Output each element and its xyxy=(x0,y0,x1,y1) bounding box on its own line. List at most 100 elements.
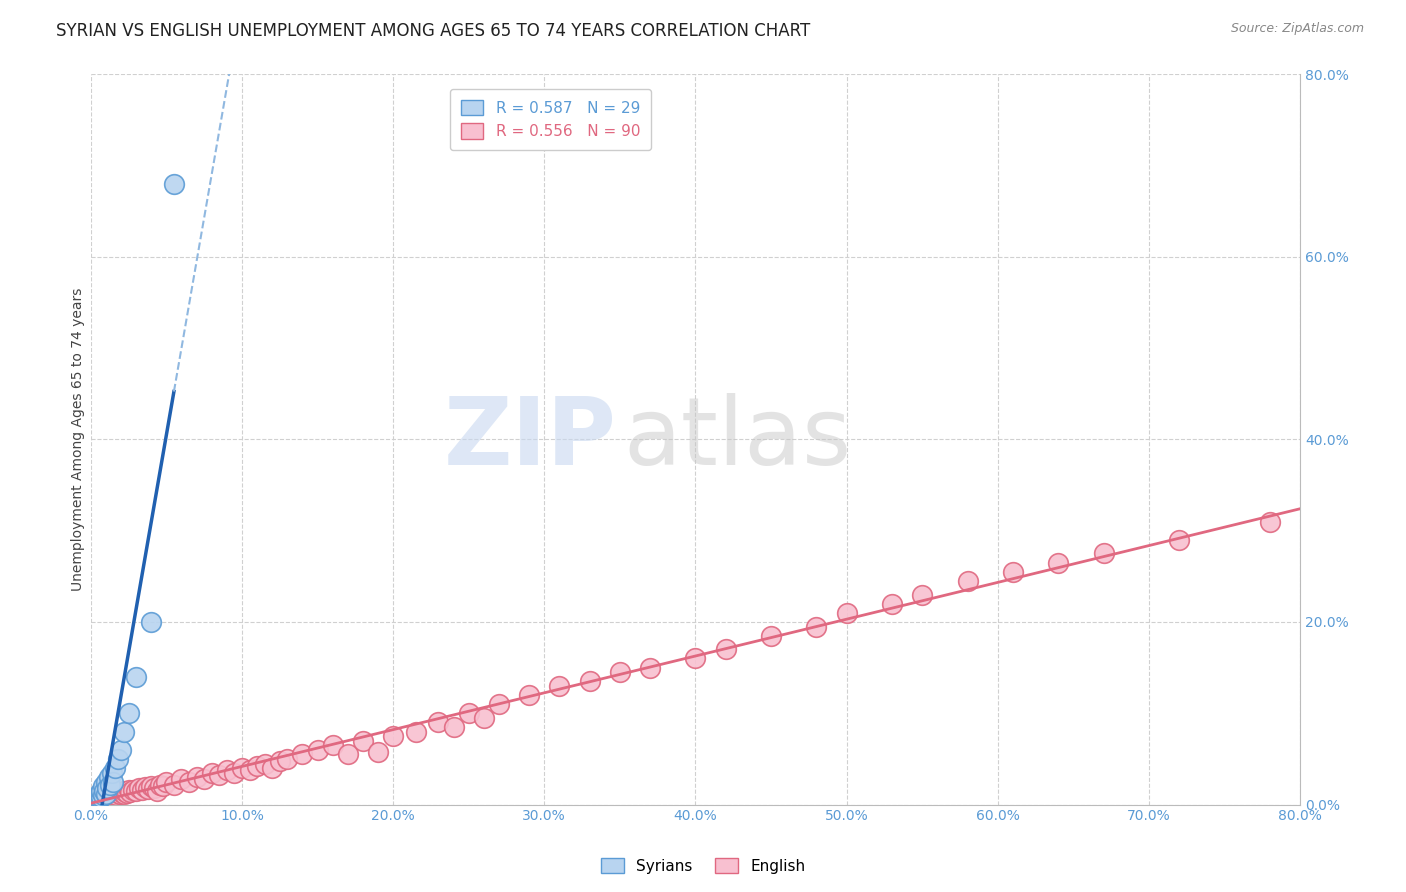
Point xyxy=(307,743,329,757)
Point xyxy=(94,789,117,803)
Point xyxy=(97,770,120,784)
Point xyxy=(103,774,125,789)
Point xyxy=(86,793,108,807)
Legend: R = 0.587   N = 29, R = 0.556   N = 90: R = 0.587 N = 29, R = 0.556 N = 90 xyxy=(450,89,651,150)
Text: Source: ZipAtlas.com: Source: ZipAtlas.com xyxy=(1230,22,1364,36)
Point xyxy=(382,729,405,743)
Point xyxy=(94,787,117,801)
Point xyxy=(89,791,111,805)
Text: atlas: atlas xyxy=(623,393,851,485)
Point xyxy=(96,790,118,805)
Point xyxy=(276,752,298,766)
Point xyxy=(322,738,344,752)
Point xyxy=(136,782,159,797)
Point xyxy=(163,778,186,792)
Point xyxy=(112,724,135,739)
Point xyxy=(120,785,142,799)
Point xyxy=(125,784,148,798)
Point xyxy=(609,665,631,680)
Point xyxy=(93,784,115,798)
Point xyxy=(100,778,122,792)
Point xyxy=(122,783,145,797)
Point xyxy=(89,793,111,807)
Point xyxy=(104,761,127,775)
Point xyxy=(91,789,114,804)
Point xyxy=(110,785,132,799)
Point xyxy=(1001,565,1024,579)
Point xyxy=(84,793,107,807)
Point xyxy=(125,670,148,684)
Text: SYRIAN VS ENGLISH UNEMPLOYMENT AMONG AGES 65 TO 74 YEARS CORRELATION CHART: SYRIAN VS ENGLISH UNEMPLOYMENT AMONG AGE… xyxy=(56,22,810,40)
Point xyxy=(97,789,120,803)
Point xyxy=(83,795,105,809)
Point xyxy=(685,651,707,665)
Point xyxy=(443,720,465,734)
Point xyxy=(548,679,571,693)
Point xyxy=(911,588,934,602)
Point xyxy=(87,789,110,803)
Point xyxy=(101,787,124,801)
Point xyxy=(253,756,276,771)
Point xyxy=(86,794,108,808)
Point xyxy=(115,786,138,800)
Point xyxy=(177,774,200,789)
Point xyxy=(107,786,129,800)
Point xyxy=(262,761,284,775)
Point xyxy=(457,706,479,721)
Point xyxy=(91,789,114,803)
Point xyxy=(84,795,107,809)
Point xyxy=(128,781,150,796)
Point xyxy=(91,780,114,794)
Point xyxy=(87,790,110,805)
Point xyxy=(880,597,903,611)
Point xyxy=(472,711,495,725)
Point xyxy=(101,765,124,780)
Point xyxy=(269,754,291,768)
Legend: Syrians, English: Syrians, English xyxy=(595,852,811,880)
Point xyxy=(163,177,186,191)
Point xyxy=(193,772,215,786)
Point xyxy=(1168,533,1191,547)
Point xyxy=(238,763,260,777)
Point xyxy=(405,724,427,739)
Point xyxy=(94,774,117,789)
Point xyxy=(105,788,128,802)
Point xyxy=(93,791,115,805)
Point xyxy=(1258,515,1281,529)
Point xyxy=(89,791,111,805)
Point xyxy=(186,770,208,784)
Point xyxy=(107,752,129,766)
Point xyxy=(517,688,540,702)
Point xyxy=(83,793,105,807)
Point xyxy=(94,790,117,805)
Point xyxy=(87,792,110,806)
Point xyxy=(87,794,110,808)
Point xyxy=(215,763,238,777)
Text: ZIP: ZIP xyxy=(444,393,617,485)
Point xyxy=(117,783,139,797)
Point xyxy=(141,615,163,629)
Point xyxy=(352,733,374,747)
Point xyxy=(86,791,108,805)
Point xyxy=(427,715,450,730)
Point xyxy=(367,745,389,759)
Point xyxy=(170,772,193,786)
Point xyxy=(578,674,600,689)
Point xyxy=(806,619,828,633)
Point xyxy=(96,781,118,796)
Point xyxy=(112,784,135,798)
Point xyxy=(103,789,125,803)
Point xyxy=(149,778,172,792)
Point xyxy=(131,783,153,797)
Point xyxy=(108,787,131,801)
Point xyxy=(488,697,510,711)
Point xyxy=(86,794,108,808)
Point xyxy=(90,790,112,805)
Point xyxy=(82,796,104,810)
Point xyxy=(134,780,156,795)
Point xyxy=(246,759,269,773)
Point xyxy=(336,747,359,762)
Point xyxy=(1047,556,1070,570)
Point xyxy=(714,642,737,657)
Point xyxy=(104,787,127,801)
